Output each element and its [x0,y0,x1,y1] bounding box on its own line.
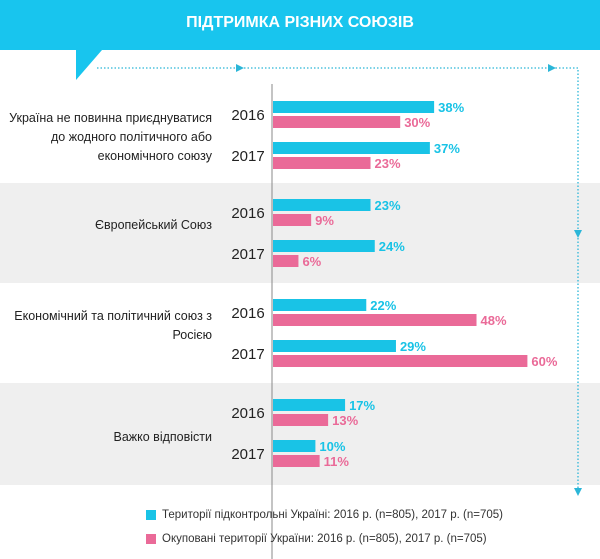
bar [273,340,396,352]
year-label: 2017 [231,446,264,463]
legend-label: Території підконтрольні Україні: 2016 р.… [162,509,504,521]
category-label: Економічний та політичний союз з [14,309,212,323]
title-notch [76,50,102,80]
category-label: Важко відповісти [114,430,213,444]
data-label: 9% [315,213,334,228]
year-label: 2017 [231,148,264,165]
category-label: Україна не повинна приєднуватися [9,111,212,125]
data-label: 60% [531,354,557,369]
legend-item-controlled: Території підконтрольні Україні: 2016 р.… [146,509,503,521]
data-label: 10% [319,439,345,454]
data-label: 22% [370,298,396,313]
year-label: 2017 [231,346,264,363]
legend-label: Окуповані території України: 2016 р. (n=… [162,533,487,545]
year-label: 2016 [231,305,264,322]
data-label: 23% [375,198,401,213]
arrow-icon [236,64,244,72]
bar [273,240,375,252]
bar [273,314,477,326]
bar [273,414,329,426]
category-label: Росією [172,328,212,342]
data-label: 30% [404,115,430,130]
year-label: 2016 [231,107,264,124]
category-label: до жодного політичного або [51,130,212,144]
data-label: 48% [481,313,507,328]
data-label: 13% [332,413,358,428]
legend-item-occupied: Окуповані території України: 2016 р. (n=… [146,533,487,545]
bar [273,157,371,169]
arrow-icon [574,488,582,496]
bar [273,455,320,467]
data-label: 37% [434,141,460,156]
arrow-icon [574,230,582,238]
category-label: Європейський Союз [95,218,212,232]
data-label: 24% [379,239,405,254]
group-band [0,383,600,485]
group-band [0,183,600,283]
bar [273,101,435,113]
data-label: 17% [349,398,375,413]
year-label: 2017 [231,246,264,263]
bar [273,355,528,367]
year-label: 2016 [231,205,264,222]
bar [273,199,371,211]
year-label: 2016 [231,405,264,422]
dotted-guide [97,67,579,492]
bar [273,142,430,154]
data-label: 38% [438,100,464,115]
data-label: 6% [302,254,321,269]
data-label: 11% [324,454,350,469]
category-label: економічного союзу [98,149,213,163]
legend-swatch [146,534,156,544]
bar [273,255,299,267]
chart-title: ПІДТРИМКА РІЗНИХ СОЮЗІВ [186,14,414,31]
bar [273,214,312,226]
bar [273,299,367,311]
data-label: 23% [375,156,401,171]
bar [273,399,346,411]
arrow-icon [548,64,556,72]
legend-swatch [146,510,156,520]
bar [273,440,316,452]
data-label: 29% [400,339,426,354]
title-band [0,0,600,50]
bar [273,116,401,128]
